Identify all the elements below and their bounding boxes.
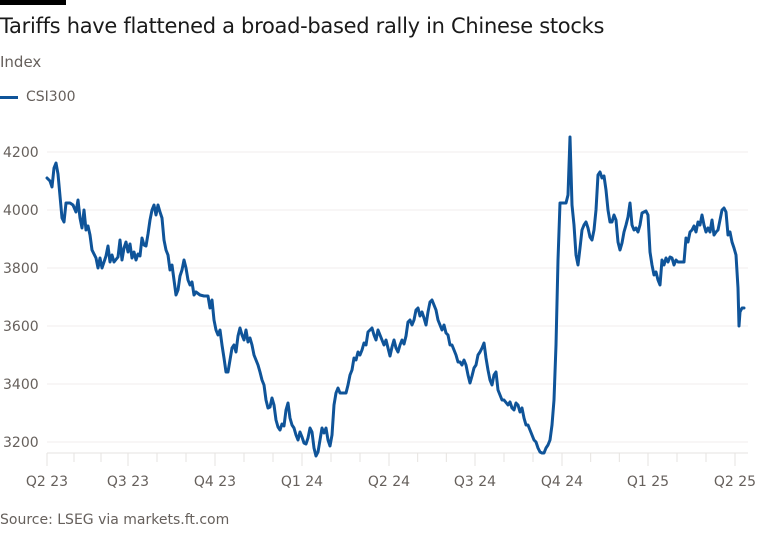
brand-bar — [0, 0, 66, 5]
y-tick-label: 4200 — [3, 145, 39, 161]
x-axis: Q2 23 Q3 23 Q4 23 Q1 24 Q2 24 Q3 24 Q4 24 Q1 25… — [26, 452, 756, 490]
source-note: Source: LSEG via markets.ft.com — [0, 512, 230, 528]
y-tick-label: 3200 — [3, 435, 39, 451]
legend-swatch-icon — [0, 95, 18, 99]
y-tick-label: 3800 — [3, 261, 39, 277]
y-axis: 3200 3400 3600 3800 4000 4200 — [3, 145, 39, 451]
y-tick-label: 4000 — [3, 203, 39, 219]
x-tick-label: Q3 23 — [107, 474, 149, 490]
x-tick-label: Q1 24 — [281, 474, 323, 490]
y-tick-label: 3600 — [3, 319, 39, 335]
chart-title: Tariffs have flattened a broad-based ral… — [0, 14, 605, 38]
legend: CSI300 — [0, 89, 76, 105]
x-tick-label: Q2 24 — [368, 474, 410, 490]
x-tick-label: Q3 24 — [454, 474, 496, 490]
x-tick-label: Q2 25 — [714, 474, 756, 490]
csi300-line — [45, 135, 746, 458]
x-tick-label: Q1 25 — [627, 474, 669, 490]
y-tick-label: 3400 — [3, 377, 39, 393]
x-tick-label: Q4 23 — [194, 474, 236, 490]
legend-label: CSI300 — [26, 89, 76, 105]
gridlines — [47, 151, 748, 443]
chart-subtitle: Index — [0, 53, 42, 71]
x-tick-label: Q4 24 — [541, 474, 583, 490]
x-tick-label: Q2 23 — [26, 474, 68, 490]
